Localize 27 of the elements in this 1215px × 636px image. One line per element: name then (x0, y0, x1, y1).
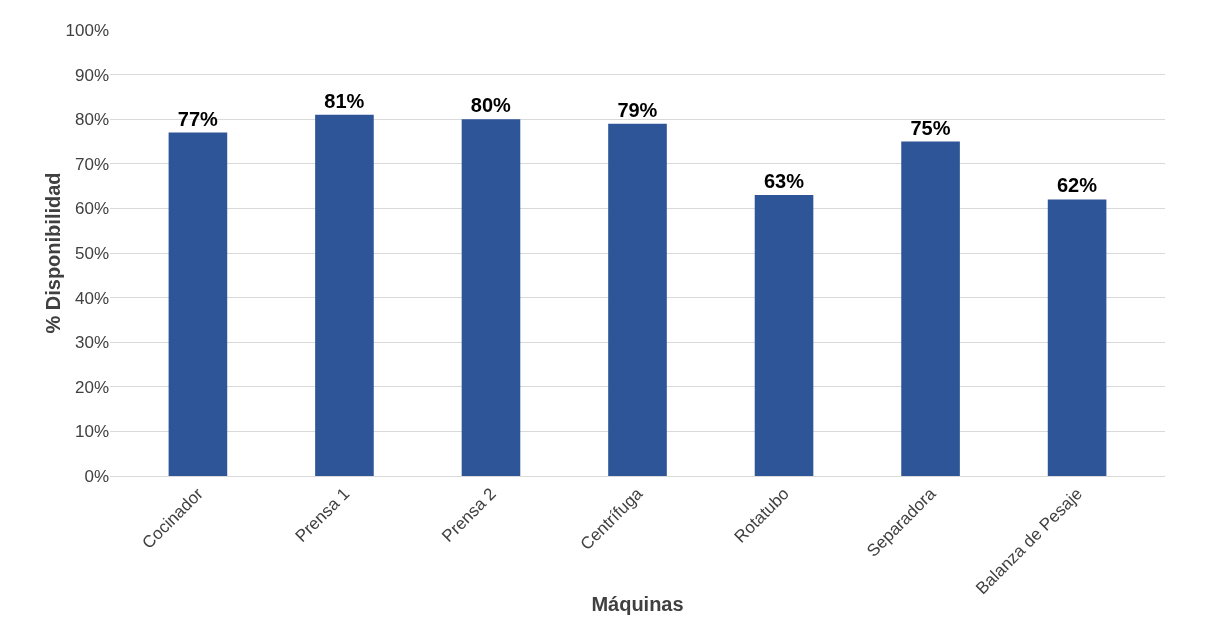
y-tick-label: 80% (74, 110, 109, 130)
data-label: 81% (324, 89, 365, 112)
data-label: 77% (177, 107, 219, 130)
y-tick-label: 10% (74, 422, 109, 442)
data-label: 80% (470, 94, 512, 117)
bar (608, 123, 667, 476)
y-tick-label: 60% (74, 199, 109, 219)
x-axis-title: Máquinas (591, 593, 684, 616)
bar (168, 132, 228, 476)
data-label: 79% (617, 98, 658, 121)
y-tick-label: 90% (74, 65, 109, 85)
bar (901, 141, 960, 476)
bar (461, 119, 521, 476)
y-tick-label: 70% (74, 154, 109, 174)
y-tick-label: 20% (74, 377, 109, 397)
bar (315, 114, 374, 476)
data-label: 75% (910, 116, 951, 139)
y-tick-label: 0% (84, 466, 109, 486)
bar (1047, 199, 1107, 476)
bar (754, 195, 814, 476)
y-tick-label: 100% (65, 20, 109, 40)
data-label: 62% (1056, 174, 1098, 197)
y-tick-label: 30% (74, 333, 109, 353)
y-tick-label: 40% (74, 288, 109, 308)
data-label: 63% (763, 170, 805, 193)
y-axis-title: % Disponibilidad (42, 172, 64, 334)
y-tick-label: 50% (74, 243, 109, 263)
